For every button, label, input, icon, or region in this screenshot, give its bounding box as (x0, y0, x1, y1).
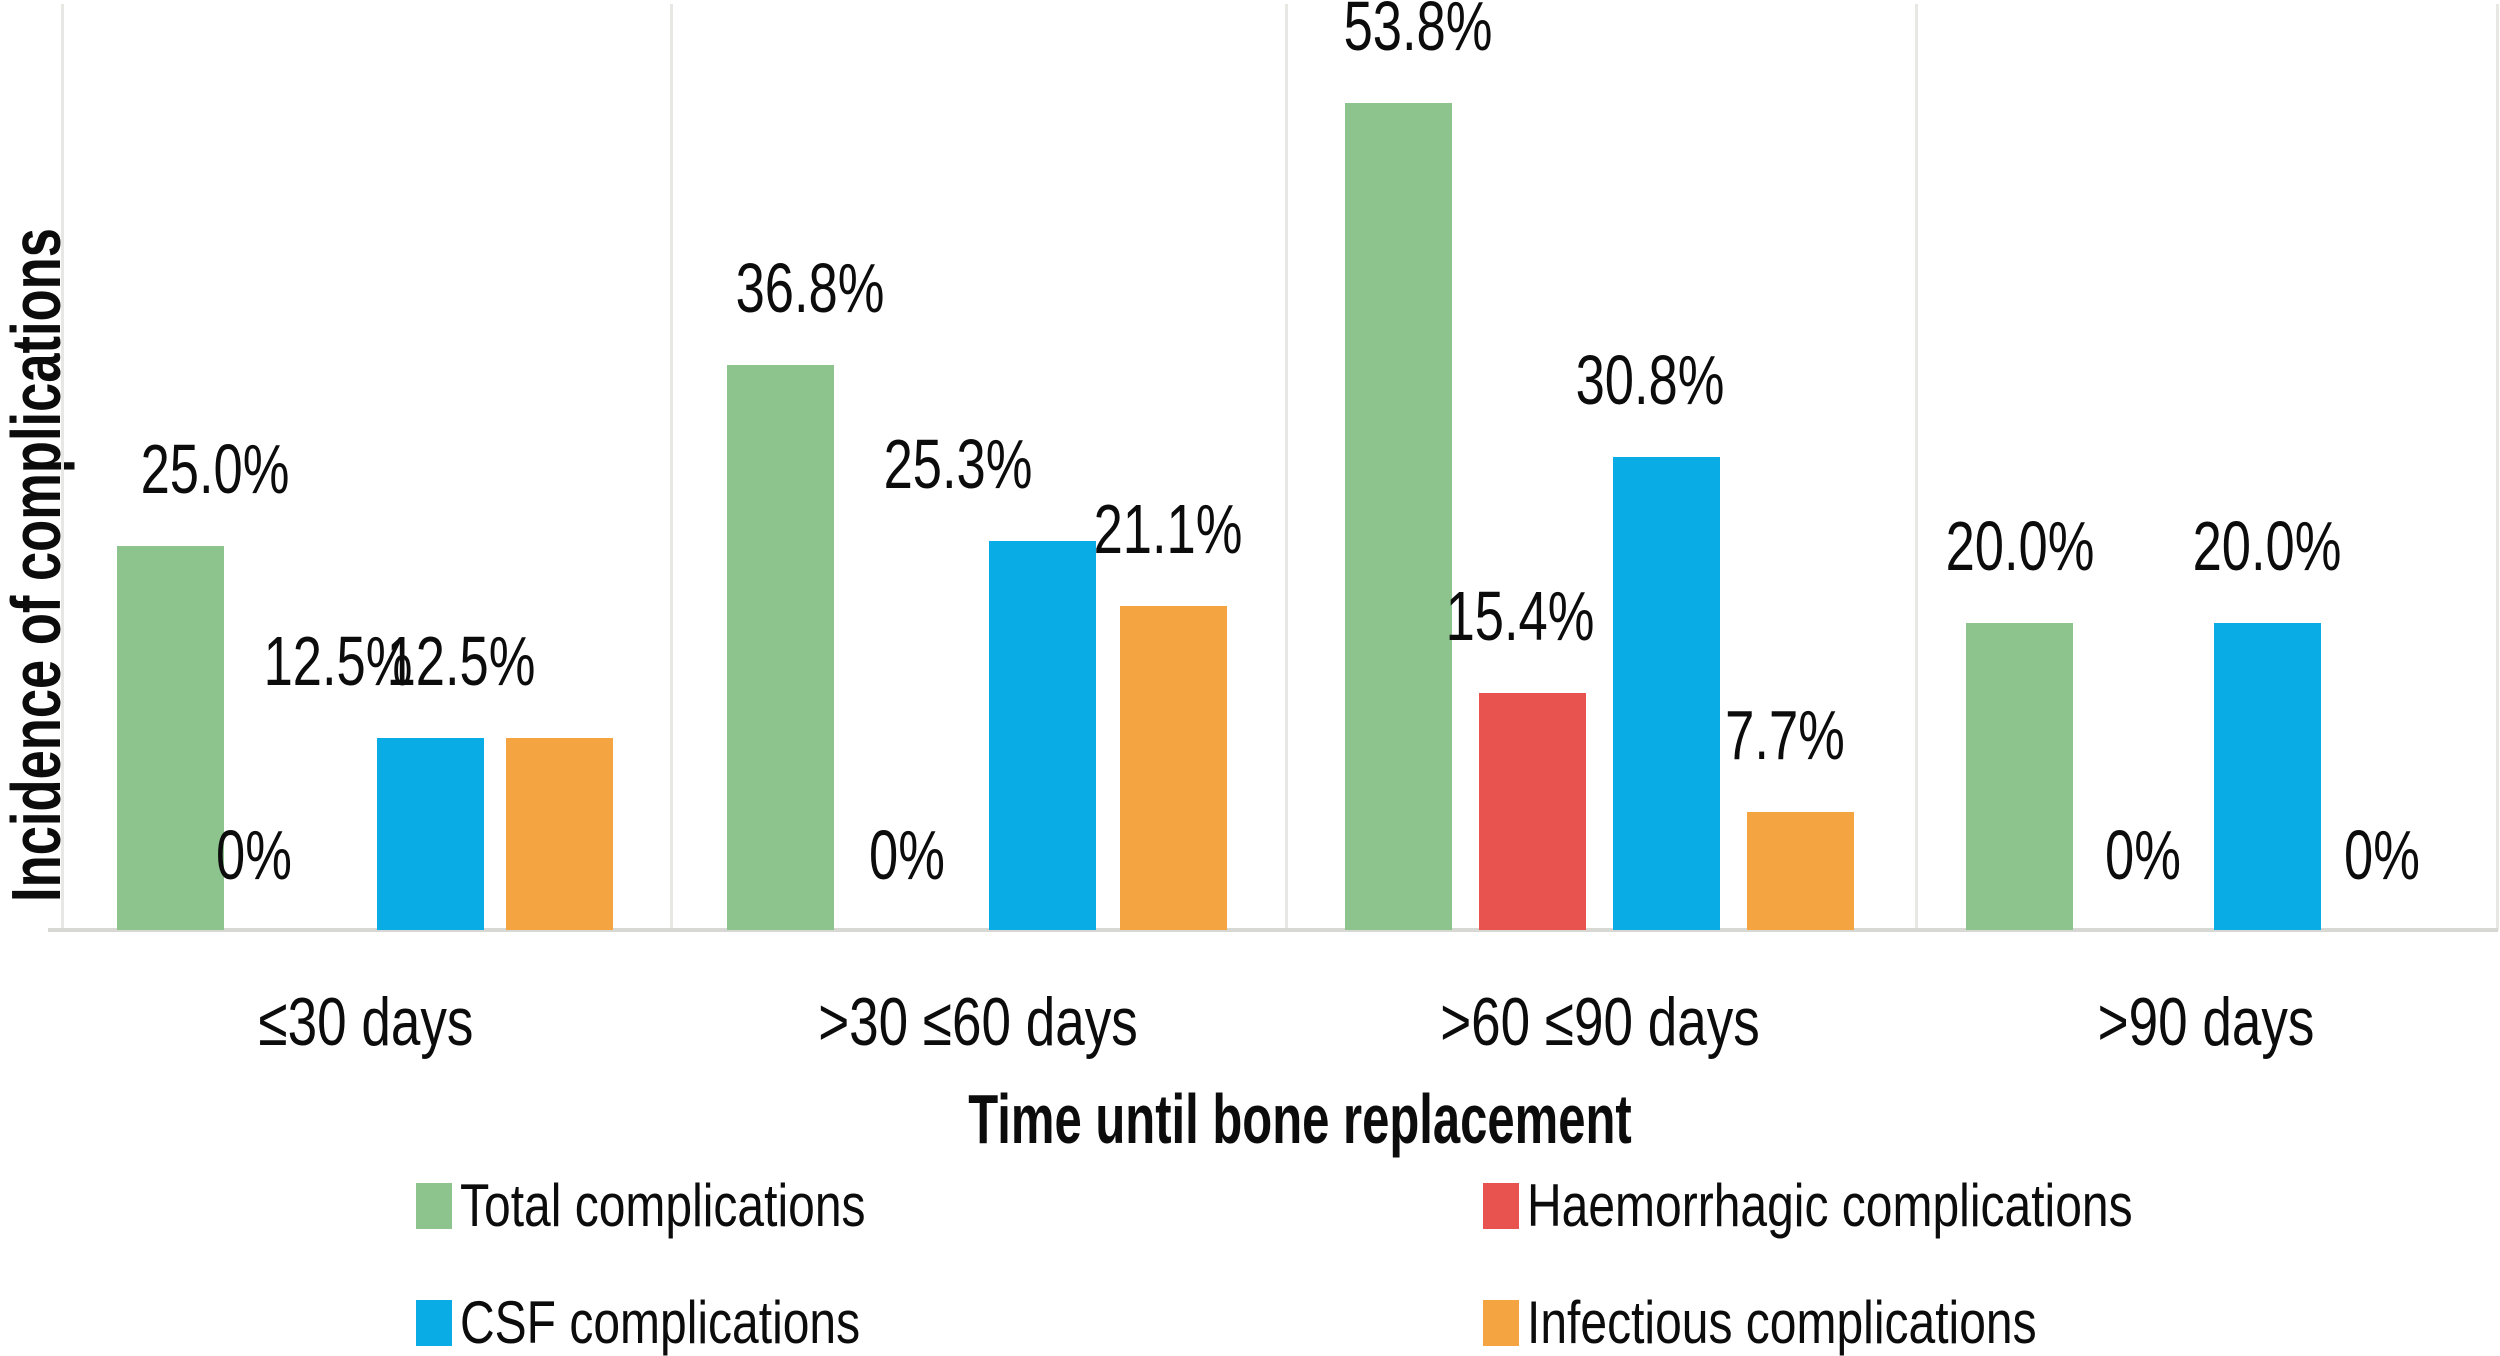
x-axis-title: Time until bone replacement (968, 1080, 1632, 1158)
bar-infectious-1 (506, 738, 613, 930)
bar-total-2 (727, 365, 834, 930)
data-label: 15.4% (1445, 577, 1595, 655)
x-axis-line (48, 928, 2498, 932)
data-label: 25.3% (883, 425, 1033, 503)
data-label: 0% (869, 816, 945, 894)
data-label: 25.0% (140, 430, 290, 508)
legend-item-haemorrhagic: Haemorrhagic complications (1483, 1176, 2284, 1236)
bar-csf-4 (2214, 623, 2321, 930)
data-label: 20.0% (1945, 507, 2095, 585)
data-label: 21.1% (1093, 490, 1243, 568)
data-label: 12.5% (263, 622, 413, 700)
bar-csf-1 (377, 738, 484, 930)
legend-swatch-icon (416, 1183, 452, 1229)
data-label: 36.8% (735, 249, 885, 327)
legend-item-infectious: Infectious complications (1483, 1293, 2164, 1353)
legend-label: Haemorrhagic complications (1527, 1172, 2133, 1239)
plot-panel-separator (61, 4, 64, 930)
bar-infectious-2 (1120, 606, 1227, 930)
legend-label: CSF complications (460, 1289, 861, 1356)
bar-infectious-3 (1747, 812, 1854, 930)
data-label: 30.8% (1575, 341, 1725, 419)
data-label: 7.7% (1725, 696, 1845, 774)
legend-item-total: Total complications (416, 1176, 967, 1236)
plot-panel-separator (670, 4, 673, 930)
plot-panel-separator (1285, 4, 1288, 930)
bar-csf-2 (989, 541, 1096, 930)
bar-total-4 (1966, 623, 2073, 930)
category-label: >30 ≤60 days (818, 984, 1138, 1060)
legend-item-csf: CSF complications (416, 1293, 960, 1353)
data-label: 12.5% (386, 622, 536, 700)
bar-haemorrhagic-3 (1479, 693, 1586, 930)
bar-total-3 (1345, 103, 1452, 930)
data-label: 53.8% (1343, 0, 1493, 65)
legend-label: Total complications (460, 1172, 866, 1239)
data-label: 0% (2344, 816, 2420, 894)
category-label: >60 ≤90 days (1440, 984, 1760, 1060)
data-label: 0% (2105, 816, 2181, 894)
bar-csf-3 (1613, 457, 1720, 930)
legend-swatch-icon (1483, 1300, 1519, 1346)
plot-panel-separator (2496, 4, 2499, 930)
plot-panel-separator (1915, 4, 1918, 930)
category-label: >90 days (2097, 984, 2315, 1060)
data-label: 0% (216, 816, 292, 894)
data-label: 20.0% (2192, 507, 2342, 585)
category-label: ≤30 days (258, 984, 474, 1060)
bar-total-1 (117, 546, 224, 930)
legend-label: Infectious complications (1527, 1289, 2037, 1356)
legend-swatch-icon (1483, 1183, 1519, 1229)
legend-swatch-icon (416, 1300, 452, 1346)
